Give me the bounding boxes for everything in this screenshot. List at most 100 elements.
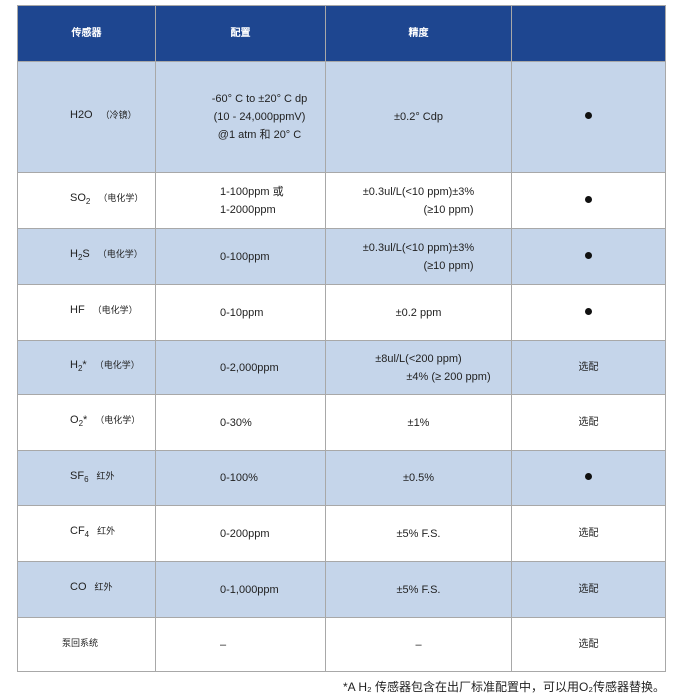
accuracy-line: ±5% F.S. (396, 527, 441, 540)
accuracy-line: ±0.3ul/L(<10 ppm)±3% (362, 185, 475, 198)
config-cell: 0-100% (155, 450, 326, 506)
accuracy-cell: ±0.2 ppm (325, 284, 512, 341)
sensor-cell: H2* （电化学） (17, 340, 156, 395)
sensor-subscript: 6 (84, 475, 89, 485)
sensor-cell: SO2 （电化学） (17, 172, 156, 229)
config-line: 0-10ppm (220, 306, 264, 319)
accuracy-line: ±1% (407, 416, 430, 429)
table-row: O2* （电化学） 0-30% ±1% 选配 (17, 394, 666, 451)
option-cell (511, 450, 666, 506)
sensor-name: CO (70, 581, 87, 594)
sensor-cell: HF （电化学） (17, 284, 156, 341)
config-line: 0-2,000ppm (220, 361, 279, 374)
option-cell: 选配 (511, 505, 666, 562)
config-cell: 0-10ppm (155, 284, 326, 341)
sensor-name: H (70, 359, 78, 372)
sensor-method: （电化学） (94, 360, 140, 371)
option-cell (511, 228, 666, 285)
sensor-subscript: 2 (85, 197, 91, 207)
sensor-method: （冷镜） (100, 109, 137, 120)
option-label: 选配 (578, 583, 599, 595)
header-row: 传感器 配置 精度 (17, 5, 666, 62)
sensor-method: （电化学） (97, 249, 143, 260)
accuracy-line: (≥10 ppm) (423, 259, 474, 272)
accuracy-cell: ±5% F.S. (325, 505, 512, 562)
included-dot-icon (585, 195, 592, 203)
sensor-cell: CO 红外 (17, 561, 156, 618)
accuracy-line: – (415, 638, 422, 651)
sensor-name: CF (70, 525, 85, 538)
config-cell: 0-200ppm (155, 505, 326, 562)
option-cell (511, 61, 666, 173)
sensor-name: SO (70, 192, 86, 205)
table-row: 泵回系统 – – 选配 (17, 617, 666, 672)
config-cell: 1-100ppm 或 1-2000ppm (155, 172, 326, 229)
option-cell: 选配 (511, 394, 666, 451)
table-row: HF （电化学） 0-10ppm ±0.2 ppm (17, 284, 666, 341)
option-label: 选配 (578, 527, 599, 539)
sensor-cell: H2O （冷镜） (17, 61, 156, 173)
sensor-name: H (70, 248, 78, 261)
included-dot-icon (585, 251, 592, 259)
accuracy-cell: ±1% (325, 394, 512, 451)
option-cell (511, 172, 666, 229)
config-line: 1-100ppm 或 (220, 185, 284, 198)
accuracy-cell: ±0.3ul/L(<10 ppm)±3% (≥10 ppm) (325, 228, 512, 285)
table-row: H2* （电化学） 0-2,000ppm ±8ul/L(<200 ppm) ±4% (≥… (17, 340, 666, 395)
sensor-subscript: 4 (84, 530, 90, 540)
config-cell: -60° C to ±20° C dp (10 - 24,000ppmV) @1 a… (155, 61, 326, 173)
sensor-name: 泵回系统 (62, 637, 99, 648)
accuracy-line: (≥10 ppm) (423, 203, 474, 216)
config-line: -60° C to ±20° C dp (211, 93, 308, 105)
header-sensor: 传感器 (17, 5, 156, 62)
config-line: 1-2000ppm (220, 203, 276, 216)
sensor-method: （电化学） (95, 415, 141, 426)
table-row: H2S （电化学） 0-100ppm ±0.3ul/L(<10 ppm)±3% (≥10… (17, 228, 666, 285)
sensor-suffix: * (82, 359, 87, 372)
header-config: 配置 (155, 5, 326, 62)
option-label: 选配 (578, 638, 599, 650)
config-line: 0-1,000ppm (220, 583, 279, 596)
table-row: CO 红外 0-1,000ppm ±5% F.S. 选配 (17, 561, 666, 618)
accuracy-line: ±5% F.S. (396, 583, 441, 596)
table-row: CF4 红外 0-200ppm ±5% F.S. 选配 (17, 505, 666, 562)
config-line: 0-200ppm (220, 527, 270, 540)
sensor-subscript: 2 (78, 419, 84, 429)
sensor-cell: SF6 红外 (17, 450, 156, 506)
table-row: SO2 （电化学） 1-100ppm 或 1-2000ppm ±0.3ul/L(<10 … (17, 172, 666, 229)
included-dot-icon (585, 307, 592, 315)
sensor-method: 红外 (94, 582, 113, 593)
option-cell: 选配 (511, 561, 666, 618)
option-cell: 选配 (511, 340, 666, 395)
option-cell: 选配 (511, 617, 666, 672)
sensor-subscript: 2 (77, 364, 83, 374)
sensor-name: SF (70, 469, 85, 482)
option-label: 选配 (578, 416, 599, 428)
header-accuracy: 精度 (325, 5, 512, 62)
accuracy-cell: ±0.2° Cdp (325, 61, 512, 173)
config-cell: 0-1,000ppm (155, 561, 326, 618)
config-line: – (220, 638, 227, 651)
sensor-name: H2O (70, 108, 93, 121)
included-dot-icon (585, 112, 592, 119)
sensor-name: HF (70, 304, 85, 317)
accuracy-cell: ±0.3ul/L(<10 ppm)±3% (≥10 ppm) (325, 172, 512, 229)
config-line: 0-30% (220, 416, 252, 429)
sensor-method: （电化学） (92, 305, 138, 316)
footnote: *A H₂ 传感器包含在出厂标准配置中，可以用O₂传感器替换。 (343, 680, 665, 694)
accuracy-cell: – (325, 617, 512, 672)
config-cell: 0-100ppm (155, 228, 326, 285)
sensor-cell: 泵回系统 (17, 617, 156, 672)
sensor-suffix: S (82, 248, 90, 261)
sensor-cell: H2S （电化学） (17, 228, 156, 285)
sensor-cell: CF4 红外 (17, 505, 156, 562)
table-row: SF6 红外 0-100% ±0.5% (17, 450, 666, 506)
option-cell (511, 284, 666, 341)
sensor-subscript: 2 (77, 253, 83, 263)
accuracy-line: ±0.5% (402, 472, 435, 484)
included-dot-icon (585, 473, 592, 480)
option-label: 选配 (578, 361, 599, 373)
config-line: 0-100% (220, 472, 258, 484)
accuracy-line: ±0.3ul/L(<10 ppm)±3% (362, 241, 475, 254)
sensor-cell: O2* （电化学） (17, 394, 156, 451)
